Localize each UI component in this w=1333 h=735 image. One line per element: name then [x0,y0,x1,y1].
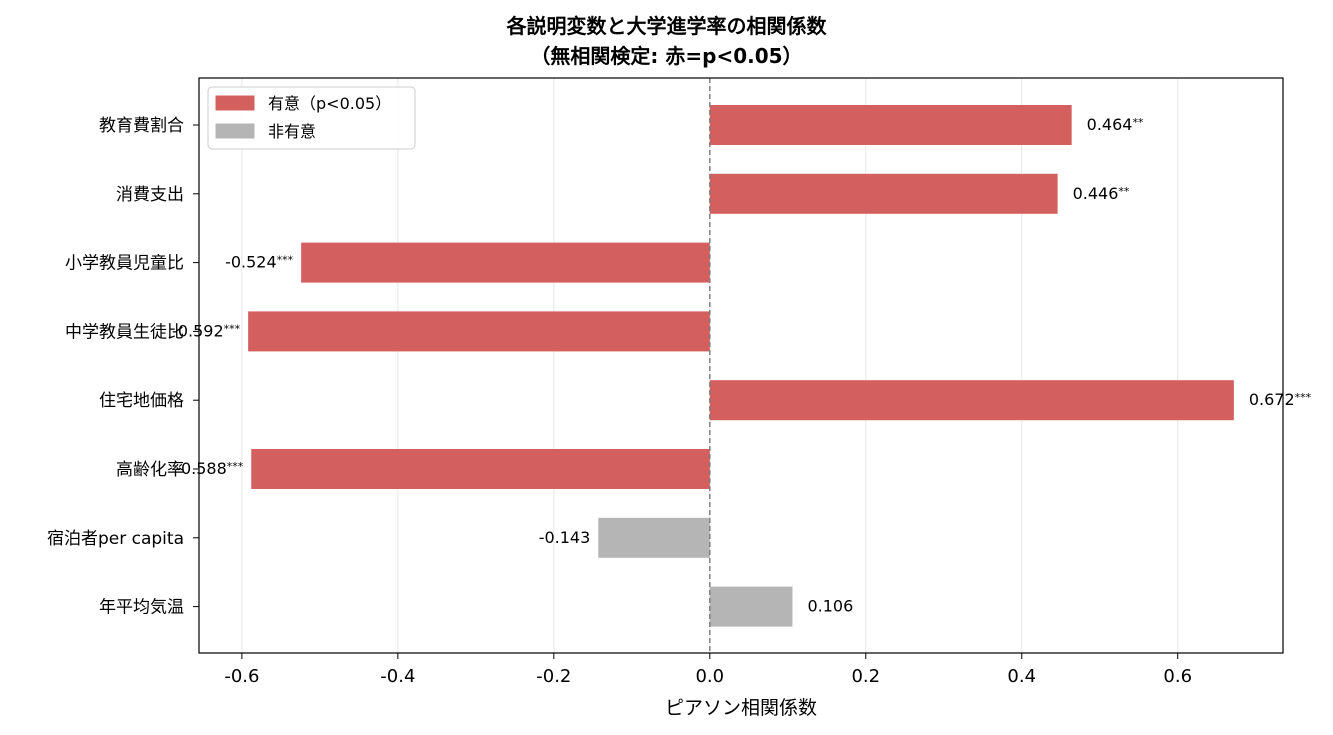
y-tick-label: 小学教員児童比 [65,254,184,274]
bar [248,311,710,352]
bar [709,380,1234,421]
data-label-stars: *** [277,254,294,267]
x-tick-label: 0.2 [851,666,880,687]
legend-swatch [215,123,255,139]
y-tick-label: 宿泊者per capita [47,529,184,549]
chart-title-line2: （無相関検定: 赤=p<0.05） [530,44,803,68]
y-tick-label: 年平均気温 [99,598,184,618]
data-label-stars: ** [1118,185,1130,198]
legend-box [207,86,416,150]
data-label-value: 0.446 [1073,184,1119,203]
plot-frame [198,77,1284,654]
x-tick-label: 0.4 [1007,666,1036,687]
y-tick-label: 住宅地価格 [99,391,184,411]
data-label: 0.672*** [1249,390,1312,409]
bar [709,586,793,627]
y-tick-label: 消費支出 [116,185,184,205]
data-label-stars: *** [227,460,244,473]
y-tick-label: 中学教員生徒比 [65,322,184,342]
bar [709,105,1072,145]
bar [301,242,710,283]
legend-swatch [215,95,255,111]
legend: 有意（p<0.05） 非有意 [207,86,416,150]
y-tick-label: 教育費割合 [99,116,184,136]
data-label-stars: *** [224,322,241,335]
data-label-value: 0.672 [1249,390,1295,409]
bar [598,517,710,558]
data-label-value: 0.464 [1087,115,1133,134]
legend-label: 非有意 [268,122,316,141]
y-tick-label: 高齢化率 [116,460,184,480]
data-label: -0.143 [539,528,591,547]
bar [251,449,710,489]
x-axis-label: ピアソン相関係数 [665,697,817,719]
data-label-stars: ** [1132,116,1144,129]
data-label: -0.588*** [175,459,244,478]
data-label-value: 0.106 [807,597,853,616]
legend-label: 有意（p<0.05） [268,94,391,113]
x-tick-label: -0.6 [224,666,259,687]
data-label: 0.106 [807,597,853,616]
x-tick-label: -0.4 [380,666,415,687]
data-label-value: -0.143 [539,528,591,547]
data-label: 0.464** [1087,115,1144,134]
data-label-value: -0.588 [175,459,227,478]
x-tick-label: 0.0 [695,666,724,687]
data-label: 0.446** [1073,184,1130,203]
x-tick-label: -0.2 [536,666,571,687]
x-tick-label: 0.6 [1163,666,1192,687]
chart-title-line1: 各説明変数と大学進学率の相関係数 [506,14,827,38]
data-label: -0.524*** [225,253,294,272]
bar [709,173,1058,214]
data-label-stars: *** [1295,391,1312,404]
data-label-value: -0.524 [225,253,277,272]
